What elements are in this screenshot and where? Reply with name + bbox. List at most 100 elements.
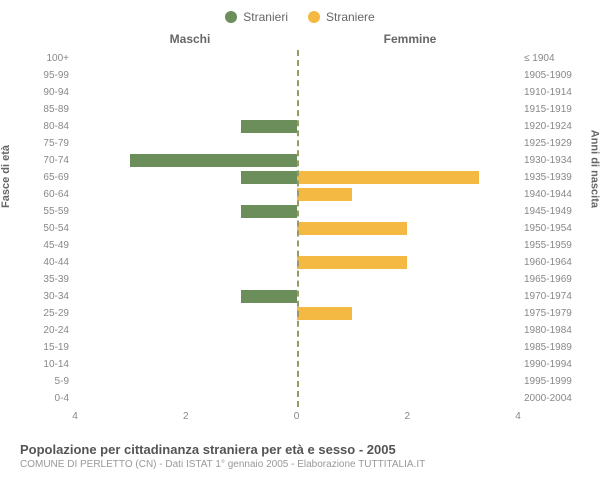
footer-title: Popolazione per cittadinanza straniera p… [20, 442, 580, 457]
header-male: Maschi [80, 32, 300, 46]
bar-half-male [75, 305, 297, 322]
bar-male [241, 171, 296, 184]
birth-label: 1955-1959 [518, 240, 580, 251]
birth-label: 1990-1994 [518, 359, 580, 370]
y-axis-title-right: Anni di nascita [588, 129, 600, 207]
bar-half-female [297, 271, 519, 288]
chart-row: 30-34 1970-1974 [20, 288, 580, 305]
birth-label: 2000-2004 [518, 393, 580, 404]
bar-half-male [75, 203, 297, 220]
legend-item-female: Straniere [308, 10, 375, 24]
legend-label-male: Stranieri [243, 10, 288, 24]
bar-area [75, 50, 518, 67]
legend-swatch-female [308, 11, 320, 23]
center-line [297, 50, 299, 407]
bar-half-female [297, 101, 519, 118]
bar-half-male [75, 152, 297, 169]
age-label: 60-64 [20, 189, 75, 200]
birth-label: 1920-1924 [518, 121, 580, 132]
age-label: 30-34 [20, 291, 75, 302]
bar-half-female [297, 339, 519, 356]
bar-half-female [297, 203, 519, 220]
age-label: 75-79 [20, 138, 75, 149]
footer-subtitle: COMUNE DI PERLETTO (CN) - Dati ISTAT 1° … [20, 459, 580, 470]
chart-row: 50-54 1950-1954 [20, 220, 580, 237]
bar-half-male [75, 67, 297, 84]
bar-female [297, 256, 408, 269]
age-label: 0-4 [20, 393, 75, 404]
chart-row: 95-991905-1909 [20, 67, 580, 84]
bar-half-male [75, 220, 297, 237]
bar-half-male [75, 118, 297, 135]
chart-row: 60-641940-1944 [20, 186, 580, 203]
birth-label: 1910-1914 [518, 87, 580, 98]
bar-half-male [75, 237, 297, 254]
chart-area: Maschi Femmine Fasce di età Anni di nasc… [20, 32, 580, 432]
x-tick: 2 [404, 411, 410, 422]
footer: Popolazione per cittadinanza straniera p… [10, 442, 590, 470]
bar-half-male [75, 271, 297, 288]
plot-wrap: Fasce di età Anni di nascita 100+≤ 19049… [20, 50, 580, 425]
bar-half-female [297, 356, 519, 373]
bar-half-male [75, 339, 297, 356]
bar-half-male [75, 373, 297, 390]
legend-label-female: Straniere [326, 10, 375, 24]
chart-row: 20-24 1980-1984 [20, 322, 580, 339]
bar-half-female [297, 50, 519, 67]
birth-label: 1950-1954 [518, 223, 580, 234]
bar-half-male [75, 390, 297, 407]
age-label: 10-14 [20, 359, 75, 370]
age-label: 90-94 [20, 87, 75, 98]
age-label: 40-44 [20, 257, 75, 268]
birth-label: 1965-1969 [518, 274, 580, 285]
bar-half-female [297, 118, 519, 135]
birth-label: 1970-1974 [518, 291, 580, 302]
x-tick: 0 [294, 411, 300, 422]
birth-label: ≤ 1904 [518, 53, 580, 64]
age-label: 65-69 [20, 172, 75, 183]
chart-row: 5-91995-1999 [20, 373, 580, 390]
chart-row: 35-39 1965-1969 [20, 271, 580, 288]
birth-label: 1980-1984 [518, 325, 580, 336]
bar-half-female [297, 169, 519, 186]
bar-half-female [297, 186, 519, 203]
birth-label: 1960-1964 [518, 257, 580, 268]
bar-half-female [297, 390, 519, 407]
bar-male [241, 120, 296, 133]
age-label: 70-74 [20, 155, 75, 166]
y-axis-title-left: Fasce di età [0, 145, 12, 208]
birth-label: 1915-1919 [518, 104, 580, 115]
bar-half-female [297, 67, 519, 84]
bar-half-female [297, 84, 519, 101]
age-label: 50-54 [20, 223, 75, 234]
chart-row: 15-191985-1989 [20, 339, 580, 356]
chart-row: 70-741930-1934 [20, 152, 580, 169]
bar-half-male [75, 135, 297, 152]
age-label: 20-24 [20, 325, 75, 336]
chart-legend: Stranieri Straniere [10, 10, 590, 24]
bar-half-male [75, 50, 297, 67]
chart-row: 25-29 1975-1979 [20, 305, 580, 322]
bar-male [241, 290, 296, 303]
chart-row: 45-49 1955-1959 [20, 237, 580, 254]
chart-rows: 100+ ≤ 1904 95-991905-1909 90-94 1910-1914 85… [20, 50, 580, 407]
chart-row: 100+ ≤ 1904 [20, 50, 580, 67]
birth-label: 1935-1939 [518, 172, 580, 183]
x-tick: 4 [72, 411, 78, 422]
legend-swatch-male [225, 11, 237, 23]
chart-row: 85-891915-1919 [20, 101, 580, 118]
age-label: 35-39 [20, 274, 75, 285]
bar-half-female [297, 322, 519, 339]
bar-male [130, 154, 296, 167]
x-tick: 4 [515, 411, 521, 422]
bar-half-female [297, 135, 519, 152]
age-label: 25-29 [20, 308, 75, 319]
birth-label: 1995-1999 [518, 376, 580, 387]
age-label: 100+ [20, 53, 75, 64]
header-female: Femmine [300, 32, 520, 46]
bar-female [297, 188, 352, 201]
age-label: 45-49 [20, 240, 75, 251]
bar-half-male [75, 322, 297, 339]
birth-label: 1975-1979 [518, 308, 580, 319]
birth-label: 1945-1949 [518, 206, 580, 217]
